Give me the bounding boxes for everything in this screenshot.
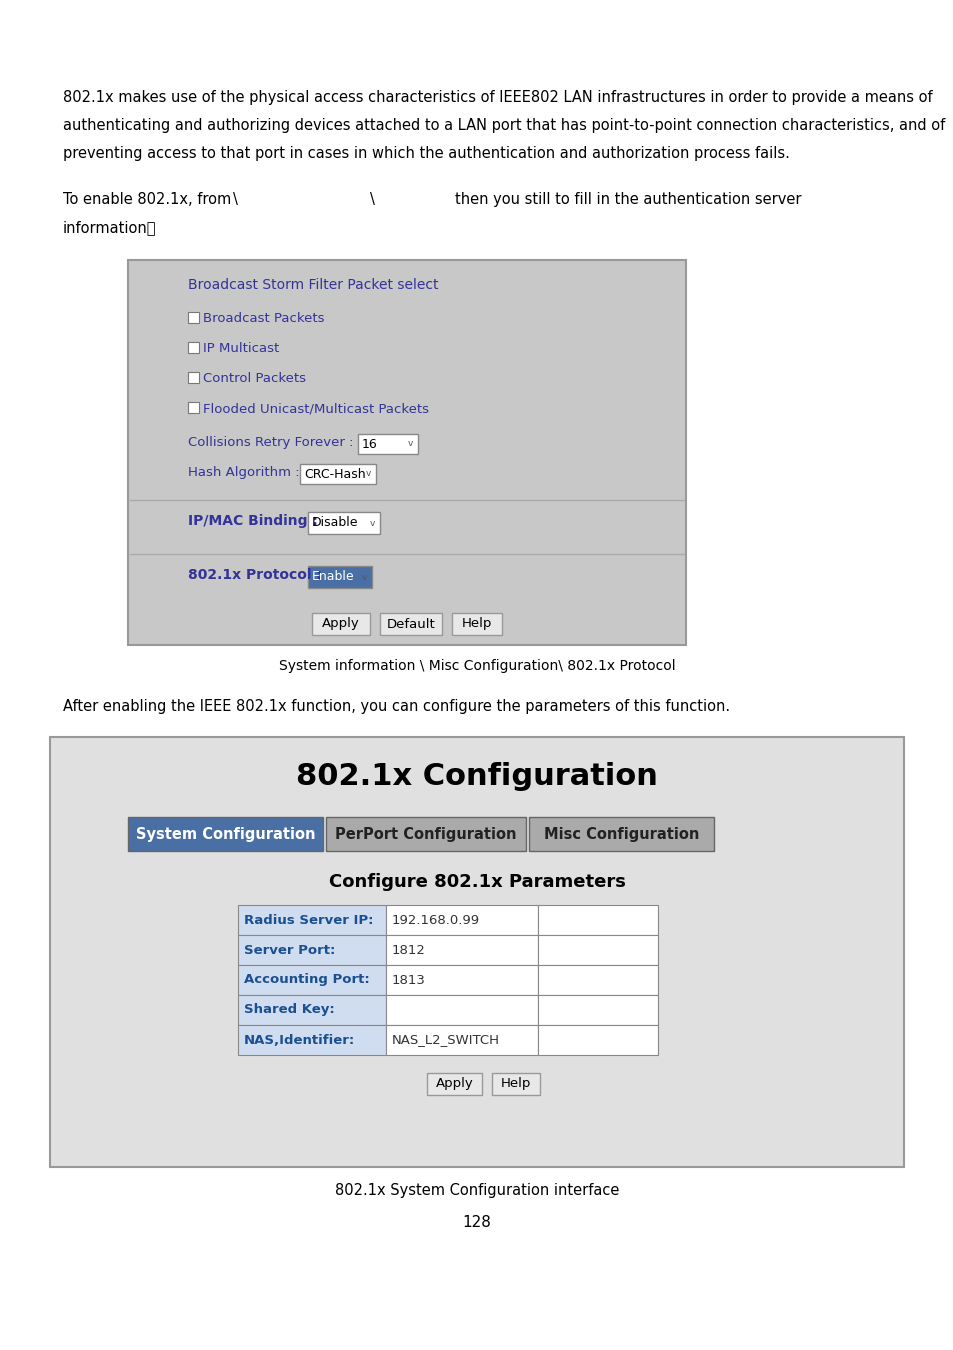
- Text: Apply: Apply: [322, 617, 359, 630]
- Text: v: v: [366, 470, 371, 478]
- Bar: [299, 464, 375, 485]
- Bar: [452, 613, 501, 634]
- Bar: [237, 995, 386, 1025]
- Text: System information \ Misc Configuration\ 802.1x Protocol: System information \ Misc Configuration\…: [278, 659, 675, 674]
- Text: Misc Configuration: Misc Configuration: [543, 826, 699, 841]
- Bar: [386, 1025, 537, 1054]
- Text: Enable: Enable: [312, 571, 355, 583]
- Bar: [537, 1025, 658, 1054]
- Text: NAS,Identifier:: NAS,Identifier:: [244, 1034, 355, 1046]
- Bar: [427, 1073, 481, 1095]
- Text: After enabling the IEEE 802.1x function, you can configure the parameters of thi: After enabling the IEEE 802.1x function,…: [63, 699, 729, 714]
- Text: Shared Key:: Shared Key:: [244, 1003, 335, 1017]
- Bar: [386, 904, 537, 936]
- Text: IP Multicast: IP Multicast: [203, 342, 279, 355]
- Bar: [386, 995, 537, 1025]
- Bar: [537, 904, 658, 936]
- Bar: [188, 373, 199, 383]
- Bar: [237, 1025, 386, 1054]
- Text: Control Packets: Control Packets: [203, 373, 306, 385]
- Text: 802.1x Configuration: 802.1x Configuration: [295, 761, 658, 791]
- Text: 802.1x Protocol :: 802.1x Protocol :: [188, 568, 321, 582]
- Text: Radius Server IP:: Radius Server IP:: [244, 914, 374, 926]
- Bar: [357, 433, 417, 454]
- Text: Collisions Retry Forever :: Collisions Retry Forever :: [188, 436, 354, 450]
- Bar: [312, 613, 370, 634]
- Text: Help: Help: [461, 617, 492, 630]
- Text: v: v: [408, 440, 413, 448]
- Text: Flooded Unicast/Multicast Packets: Flooded Unicast/Multicast Packets: [203, 402, 429, 414]
- Text: 802.1x System Configuration interface: 802.1x System Configuration interface: [335, 1183, 618, 1197]
- Bar: [537, 995, 658, 1025]
- Text: IP/MAC Binding :: IP/MAC Binding :: [188, 514, 317, 528]
- Bar: [308, 512, 379, 535]
- Text: 1812: 1812: [392, 944, 425, 957]
- Text: v: v: [370, 518, 375, 528]
- Bar: [379, 613, 441, 634]
- Bar: [237, 936, 386, 965]
- Bar: [237, 965, 386, 995]
- Text: 802.1x makes use of the physical access characteristics of IEEE802 LAN infrastru: 802.1x makes use of the physical access …: [63, 90, 932, 105]
- Text: Accounting Port:: Accounting Port:: [244, 973, 370, 987]
- Bar: [237, 904, 386, 936]
- Text: Server Port:: Server Port:: [244, 944, 335, 957]
- Text: 1813: 1813: [392, 973, 425, 987]
- Text: \: \: [233, 192, 237, 207]
- Text: 128: 128: [462, 1215, 491, 1230]
- Bar: [386, 965, 537, 995]
- Bar: [537, 965, 658, 995]
- Bar: [529, 817, 713, 850]
- Bar: [128, 817, 323, 850]
- Text: System Configuration: System Configuration: [135, 826, 314, 841]
- Bar: [188, 312, 199, 323]
- Bar: [308, 566, 372, 589]
- Bar: [128, 261, 685, 645]
- Text: then you still to fill in the authentication server: then you still to fill in the authentica…: [455, 192, 801, 207]
- Text: Disable: Disable: [312, 517, 358, 529]
- Text: To enable 802.1x, from: To enable 802.1x, from: [63, 192, 231, 207]
- Bar: [326, 817, 525, 850]
- Text: CRC-Hash: CRC-Hash: [304, 467, 365, 481]
- Text: Broadcast Storm Filter Packet select: Broadcast Storm Filter Packet select: [188, 278, 438, 292]
- Bar: [188, 342, 199, 352]
- Text: 16: 16: [361, 437, 377, 451]
- Text: authenticating and authorizing devices attached to a LAN port that has point-to-: authenticating and authorizing devices a…: [63, 117, 944, 134]
- Text: Help: Help: [500, 1077, 531, 1091]
- Bar: [492, 1073, 539, 1095]
- Bar: [188, 402, 199, 413]
- Text: Configure 802.1x Parameters: Configure 802.1x Parameters: [328, 873, 625, 891]
- Text: Hash Algorithm :: Hash Algorithm :: [188, 466, 299, 479]
- Text: NAS_L2_SWITCH: NAS_L2_SWITCH: [392, 1034, 499, 1046]
- Text: Default: Default: [386, 617, 435, 630]
- Text: \: \: [370, 192, 375, 207]
- Text: v: v: [361, 572, 367, 582]
- Text: Broadcast Packets: Broadcast Packets: [203, 312, 324, 325]
- Bar: [386, 936, 537, 965]
- Bar: [537, 936, 658, 965]
- Bar: [50, 737, 903, 1166]
- Text: Apply: Apply: [436, 1077, 473, 1091]
- Text: preventing access to that port in cases in which the authentication and authoriz: preventing access to that port in cases …: [63, 146, 789, 161]
- Text: 192.168.0.99: 192.168.0.99: [392, 914, 479, 926]
- Text: PerPort Configuration: PerPort Configuration: [335, 826, 517, 841]
- Text: information：: information：: [63, 220, 156, 235]
